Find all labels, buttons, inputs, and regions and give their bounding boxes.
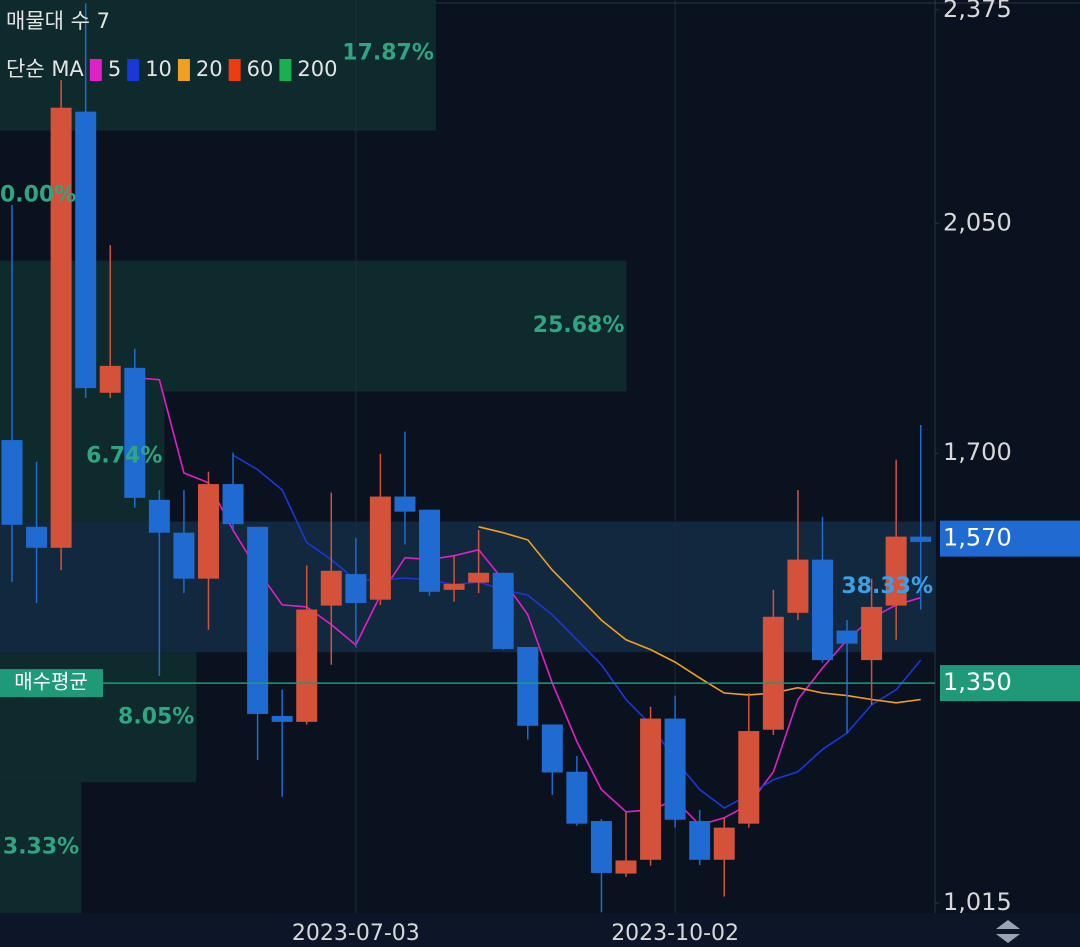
candle-body xyxy=(541,724,563,773)
candle-body xyxy=(394,496,416,512)
candle-body xyxy=(173,532,195,579)
volume-zone-label: 38.33% xyxy=(841,574,933,599)
last-price-tag xyxy=(940,520,1080,557)
volume-zone xyxy=(0,0,436,131)
candle-body xyxy=(885,536,907,606)
volume-zone-label: 25.68% xyxy=(533,313,625,338)
candle-body xyxy=(762,616,784,730)
y-tick-label: 1,700 xyxy=(943,438,1012,466)
candle-body xyxy=(222,484,244,525)
x-tick-label: 2023-07-03 xyxy=(292,921,420,946)
legend-swatch xyxy=(279,59,292,81)
y-tick-label: 2,375 xyxy=(943,0,1012,23)
candle-body xyxy=(26,526,48,548)
candle-body xyxy=(861,606,883,661)
y-tick-label: 1,015 xyxy=(943,888,1012,916)
candle-body xyxy=(468,572,490,583)
candle-body xyxy=(738,731,760,824)
candle-body xyxy=(566,771,588,824)
legend-entry: 200 xyxy=(297,57,337,81)
volume-zone-label: 17.87% xyxy=(342,40,434,65)
volume-zone-label: 0.00% xyxy=(0,183,76,208)
candle-body xyxy=(75,111,97,389)
ma-line xyxy=(232,454,922,809)
candle-body xyxy=(664,718,686,820)
candle-body xyxy=(369,496,391,600)
avg-price-label: 1,350 xyxy=(943,668,1012,696)
candle-body xyxy=(296,609,318,722)
y-tick-label: 2,050 xyxy=(943,208,1012,236)
candle-body xyxy=(50,107,72,548)
candles xyxy=(1,3,932,913)
legend-entry: 20 xyxy=(196,57,223,81)
candle-body xyxy=(247,526,269,714)
legend-swatch xyxy=(127,59,140,81)
candle-body xyxy=(197,484,219,579)
avg-price-tag xyxy=(940,665,1080,702)
x-axis-area xyxy=(0,913,1080,947)
candle-body xyxy=(910,536,932,542)
legend: 단순 MA 5 10 20 60 200 xyxy=(6,57,337,81)
avg-price-name: 매수평균 xyxy=(14,670,88,694)
legend-entry: 60 xyxy=(247,57,274,81)
candle-body xyxy=(271,715,293,722)
candle-body xyxy=(517,646,539,726)
candle-body xyxy=(345,574,367,603)
candle-body xyxy=(99,365,121,393)
volume-zone-label: 6.74% xyxy=(86,444,162,469)
volume-zone-label: 3.33% xyxy=(3,835,79,860)
volume-zone xyxy=(0,782,82,913)
candle-body xyxy=(787,559,809,613)
last-price-label: 1,570 xyxy=(943,524,1012,552)
x-tick-label: 2023-10-02 xyxy=(611,921,739,946)
legend-entry: 10 xyxy=(145,57,172,81)
candle-body xyxy=(640,718,662,860)
scroll-icon[interactable] xyxy=(996,920,1020,943)
volume-zone-label: 8.05% xyxy=(118,704,194,729)
candle-body xyxy=(320,570,342,606)
candle-body xyxy=(419,509,441,592)
chart-title: 매물대 수 7 xyxy=(6,9,110,33)
candle-body xyxy=(811,559,833,661)
candle-body xyxy=(836,630,858,644)
legend-swatch xyxy=(177,59,190,81)
legend-swatch xyxy=(228,59,241,81)
candle-body xyxy=(492,572,514,649)
legend-label: 단순 MA xyxy=(6,57,84,81)
candle-body xyxy=(713,827,735,860)
candle-body xyxy=(443,583,465,590)
candle-body xyxy=(124,367,146,498)
candle-body xyxy=(1,440,23,525)
legend-swatch xyxy=(89,59,102,81)
candle-body xyxy=(689,821,711,860)
candle-body xyxy=(148,499,170,533)
candle-body xyxy=(590,821,612,873)
avg-price-badge xyxy=(0,669,103,698)
candle-body xyxy=(615,860,637,874)
legend-entry: 5 xyxy=(108,57,121,81)
